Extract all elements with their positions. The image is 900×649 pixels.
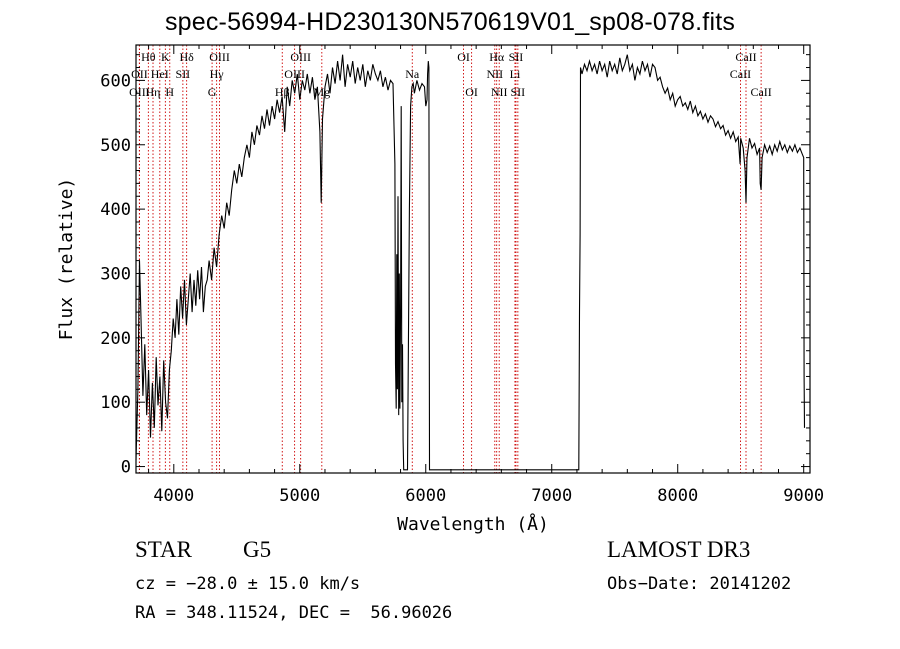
line-marker-label: G [208, 85, 217, 99]
chart-title: spec-56994-HD230130N570619V01_sp08-078.f… [164, 8, 736, 36]
line-marker-label: Hη [146, 85, 161, 99]
line-marker-label: SII [509, 50, 524, 64]
y-tick-label: 500 [100, 136, 131, 156]
line-marker-label: NII [486, 67, 503, 81]
x-tick-label: 7000 [531, 486, 572, 506]
line-marker-label: Hθ [141, 50, 156, 64]
x-tick-label: 9000 [783, 486, 824, 506]
cz-label: cz = −28.0 ± 15.0 km/s [135, 574, 361, 594]
class-label: STAR [135, 537, 192, 562]
y-tick-label: 200 [100, 329, 131, 349]
x-tick-label: 6000 [405, 486, 446, 506]
line-marker-label: OI [457, 50, 470, 64]
line-marker-label: SII [176, 67, 191, 81]
line-marker-label: OI [465, 85, 478, 99]
y-tick-label: 0 [121, 458, 131, 478]
line-marker-label: Hα [489, 50, 505, 64]
y-tick-label: 600 [100, 71, 131, 91]
x-axis: 4000 5000 6000 7000 8000 9000 [148, 45, 824, 506]
line-marker-label: Li [510, 67, 521, 81]
survey-label: LAMOST DR3 [607, 537, 751, 562]
line-marker-label: OIII [284, 67, 305, 81]
x-tick-label: 4000 [153, 486, 194, 506]
spectrum-line [135, 54, 806, 471]
line-marker-label: Hβ [275, 85, 290, 99]
line-marker-label: OIII [290, 50, 311, 64]
line-marker-label: NII [491, 85, 508, 99]
y-axis: 0 100 200 300 400 500 600 [100, 54, 810, 478]
x-tick-label: 8000 [657, 486, 698, 506]
line-marker-label: CaII [735, 50, 756, 64]
line-marker-label: OIII [209, 50, 230, 64]
line-marker-label: Mg [313, 85, 330, 99]
y-tick-label: 100 [100, 393, 131, 413]
obs-date-label: Obs−Date: 20141202 [607, 574, 792, 594]
line-marker-label: K [161, 50, 170, 64]
x-axis-label: Wavelength (Å) [397, 513, 549, 535]
subclass-label: G5 [243, 537, 272, 562]
line-marker-label: OII [131, 67, 148, 81]
line-markers-group [138, 45, 762, 473]
line-marker-label: CaII [730, 67, 751, 81]
line-marker-label: SII [511, 85, 526, 99]
y-tick-label: 300 [100, 264, 131, 284]
coords-label: RA = 348.11524, DEC = 56.96026 [135, 603, 453, 623]
line-marker-label: H [165, 85, 174, 99]
y-tick-label: 400 [100, 200, 131, 220]
line-marker-label: HeI [151, 67, 169, 81]
line-marker-label: Na [405, 67, 420, 81]
line-marker-label: Hδ [179, 50, 194, 64]
plot-frame [135, 44, 811, 474]
line-marker-label: CaII [750, 85, 771, 99]
line-marker-label: Hγ [210, 67, 225, 81]
x-tick-label: 5000 [279, 486, 320, 506]
line-marker-label: OIII [129, 85, 150, 99]
y-axis-label: Flux (relative) [56, 178, 77, 341]
